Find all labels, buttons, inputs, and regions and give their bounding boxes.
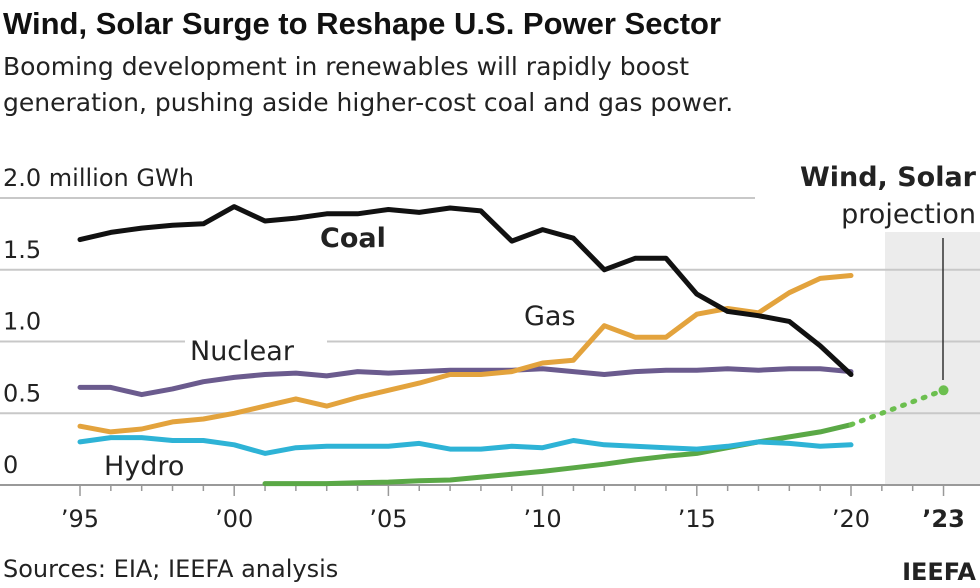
series-lines bbox=[77, 204, 949, 487]
x-tick-label: ’10 bbox=[524, 505, 562, 533]
y-tick-label: 2.0 million GWh bbox=[3, 164, 194, 192]
series-label-gas: Gas bbox=[524, 301, 576, 332]
series-line-wind-solar bbox=[262, 422, 854, 487]
source-note: Sources: EIA; IEEFA analysis bbox=[3, 555, 338, 583]
y-tick-label: 0 bbox=[3, 451, 18, 479]
x-axis: ’95 ’00 ’05 ’10 ’15 ’20 ’23 bbox=[61, 485, 965, 533]
chart-subtitle-line-2: generation, pushing aside higher-cost co… bbox=[3, 88, 733, 117]
series-line-hydro bbox=[77, 435, 854, 456]
chart-title: Wind, Solar Surge to Reshape U.S. Power … bbox=[3, 6, 721, 41]
projection-label-bold: Wind, Solar bbox=[800, 162, 977, 193]
projection-point bbox=[938, 385, 949, 396]
series-line-coal bbox=[77, 204, 854, 377]
x-tick-label: ’20 bbox=[832, 505, 870, 533]
y-axis-labels: 0 0.5 1.0 1.5 2.0 million GWh bbox=[3, 164, 194, 479]
series-label-hydro: Hydro bbox=[104, 451, 184, 482]
credit: IEEFA bbox=[902, 558, 976, 586]
x-tick-label: ’00 bbox=[215, 505, 253, 533]
x-tick-label: ’95 bbox=[61, 505, 99, 533]
series-line-nuclear bbox=[77, 366, 854, 398]
series-label-nuclear: Nuclear bbox=[190, 336, 295, 367]
projection-label: projection bbox=[841, 199, 976, 230]
x-tick-label: ’23 bbox=[922, 505, 965, 533]
projection-shading bbox=[885, 232, 980, 485]
y-tick-label: 1.5 bbox=[3, 236, 41, 264]
chart-subtitle-line-1: Booming development in renewables will r… bbox=[3, 52, 689, 81]
series-label-coal: Coal bbox=[320, 223, 386, 254]
gridlines bbox=[0, 197, 980, 486]
y-tick-label: 0.5 bbox=[3, 379, 41, 407]
y-tick-label: 1.0 bbox=[3, 308, 41, 336]
x-tick-label: ’15 bbox=[678, 505, 716, 533]
x-tick-label: ’05 bbox=[369, 505, 407, 533]
